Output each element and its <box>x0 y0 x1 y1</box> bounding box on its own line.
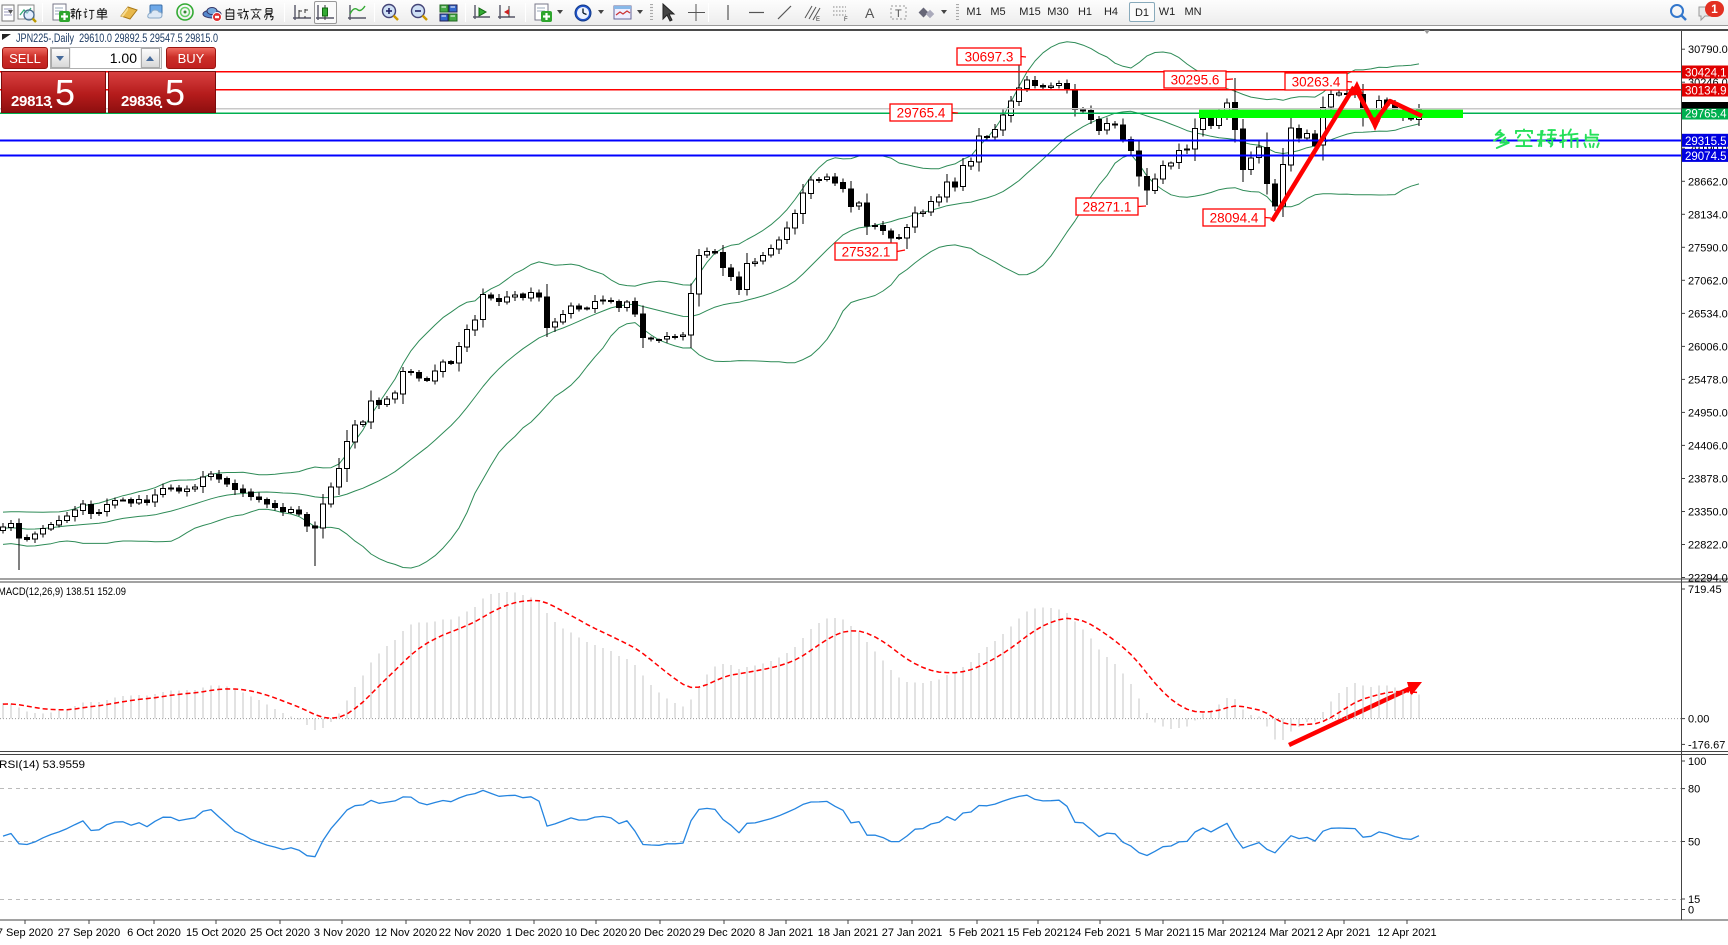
svg-text:29 Dec 2020: 29 Dec 2020 <box>693 927 755 939</box>
svg-text:15 Mar 2021: 15 Mar 2021 <box>1192 927 1254 939</box>
svg-text:MACD(12,26,9) 138.51 152.09: MACD(12,26,9) 138.51 152.09 <box>0 586 126 598</box>
svg-text:-176.67: -176.67 <box>1688 739 1725 751</box>
svg-text:26006.0: 26006.0 <box>1688 341 1728 353</box>
svg-text:A: A <box>865 5 875 21</box>
svg-text:JPN225-,Daily 29610.0 29892.5: JPN225-,Daily 29610.0 29892.5 29547.5 29… <box>16 33 218 45</box>
svg-text:15 Oct 2020: 15 Oct 2020 <box>186 927 246 939</box>
svg-text:27062.0: 27062.0 <box>1688 275 1728 287</box>
svg-text:20 Dec 2020: 20 Dec 2020 <box>629 927 691 939</box>
svg-text:24 Feb 2021: 24 Feb 2021 <box>1069 927 1131 939</box>
svg-text:100: 100 <box>1688 756 1706 768</box>
svg-text:28094.4: 28094.4 <box>1210 211 1259 226</box>
svg-text:28271.1: 28271.1 <box>1083 200 1132 215</box>
svg-text:30295.6: 30295.6 <box>1171 73 1220 88</box>
svg-text:50: 50 <box>1688 837 1700 849</box>
svg-text:5 Mar 2021: 5 Mar 2021 <box>1135 927 1191 939</box>
svg-text:18 Jan 2021: 18 Jan 2021 <box>818 927 879 939</box>
svg-text:29315.5: 29315.5 <box>1685 136 1727 148</box>
svg-text:T: T <box>895 8 902 20</box>
svg-text:12 Apr 2021: 12 Apr 2021 <box>1377 927 1436 939</box>
svg-text:22294.0: 22294.0 <box>1688 573 1728 585</box>
svg-text:24950.0: 24950.0 <box>1688 407 1728 419</box>
svg-text:RSI(14) 53.9559: RSI(14) 53.9559 <box>0 759 85 771</box>
svg-text:23350.0: 23350.0 <box>1688 507 1728 519</box>
svg-text:23878.0: 23878.0 <box>1688 474 1728 486</box>
svg-text:7 Sep 2020: 7 Sep 2020 <box>0 927 53 939</box>
svg-text:27532.1: 27532.1 <box>842 245 891 260</box>
svg-text:30697.3: 30697.3 <box>965 50 1014 65</box>
svg-text:15 Feb 2021: 15 Feb 2021 <box>1007 927 1069 939</box>
svg-text:E: E <box>816 17 820 23</box>
svg-text:15: 15 <box>1688 894 1700 906</box>
svg-text:6 Oct 2020: 6 Oct 2020 <box>127 927 181 939</box>
svg-text:22822.0: 22822.0 <box>1688 540 1728 552</box>
svg-text:25 Oct 2020: 25 Oct 2020 <box>250 927 310 939</box>
svg-text:8 Jan 2021: 8 Jan 2021 <box>759 927 813 939</box>
svg-text:25478.0: 25478.0 <box>1688 374 1728 386</box>
svg-text:28134.0: 28134.0 <box>1688 209 1728 221</box>
svg-text:24 Mar 2021: 24 Mar 2021 <box>1254 927 1316 939</box>
svg-text:0.00: 0.00 <box>1688 714 1709 726</box>
svg-text:26534.0: 26534.0 <box>1688 308 1728 320</box>
svg-text:5 Feb 2021: 5 Feb 2021 <box>949 927 1005 939</box>
svg-text:1 Dec 2020: 1 Dec 2020 <box>506 927 562 939</box>
svg-text:22 Nov 2020: 22 Nov 2020 <box>439 927 501 939</box>
svg-text:29074.5: 29074.5 <box>1685 151 1727 163</box>
svg-text:0: 0 <box>1688 905 1694 917</box>
svg-text:30424.1: 30424.1 <box>1685 68 1727 80</box>
svg-text:27 Sep 2020: 27 Sep 2020 <box>58 927 120 939</box>
svg-text:29765.4: 29765.4 <box>1685 109 1727 121</box>
svg-text:80: 80 <box>1688 784 1700 796</box>
svg-text:27590.0: 27590.0 <box>1688 242 1728 254</box>
svg-text:2 Apr 2021: 2 Apr 2021 <box>1317 927 1370 939</box>
svg-text:3 Nov 2020: 3 Nov 2020 <box>314 927 370 939</box>
svg-text:30263.4: 30263.4 <box>1292 75 1341 90</box>
svg-text:24406.0: 24406.0 <box>1688 440 1728 452</box>
svg-text:30134.9: 30134.9 <box>1685 86 1727 98</box>
svg-text:28662.0: 28662.0 <box>1688 176 1728 188</box>
svg-text:F: F <box>844 17 848 23</box>
svg-text:27 Jan 2021: 27 Jan 2021 <box>882 927 943 939</box>
svg-text:29765.4: 29765.4 <box>897 106 946 121</box>
svg-text:30790.0: 30790.0 <box>1688 44 1728 56</box>
svg-text:12 Nov 2020: 12 Nov 2020 <box>375 927 437 939</box>
svg-text:719.45: 719.45 <box>1688 584 1722 596</box>
svg-text:10 Dec 2020: 10 Dec 2020 <box>565 927 627 939</box>
